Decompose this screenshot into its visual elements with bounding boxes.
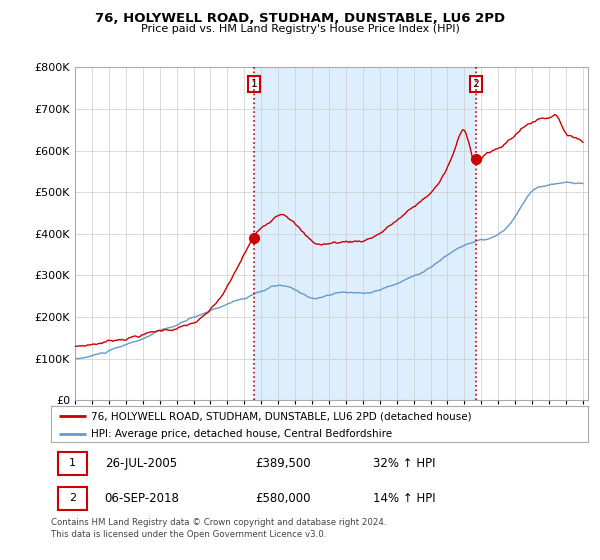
Text: 06-SEP-2018: 06-SEP-2018 bbox=[105, 492, 179, 505]
Text: Price paid vs. HM Land Registry's House Price Index (HPI): Price paid vs. HM Land Registry's House … bbox=[140, 24, 460, 34]
Bar bbox=[254, 67, 476, 400]
Text: Contains HM Land Registry data © Crown copyright and database right 2024.: Contains HM Land Registry data © Crown c… bbox=[51, 518, 386, 527]
Text: 32% ↑ HPI: 32% ↑ HPI bbox=[373, 457, 436, 470]
Text: £580,000: £580,000 bbox=[255, 492, 311, 505]
Text: 2: 2 bbox=[473, 79, 479, 89]
FancyBboxPatch shape bbox=[58, 452, 87, 475]
FancyBboxPatch shape bbox=[58, 487, 87, 510]
Text: 1: 1 bbox=[251, 79, 257, 89]
Text: 76, HOLYWELL ROAD, STUDHAM, DUNSTABLE, LU6 2PD (detached house): 76, HOLYWELL ROAD, STUDHAM, DUNSTABLE, L… bbox=[91, 411, 472, 421]
Text: 76, HOLYWELL ROAD, STUDHAM, DUNSTABLE, LU6 2PD: 76, HOLYWELL ROAD, STUDHAM, DUNSTABLE, L… bbox=[95, 12, 505, 25]
Text: 14% ↑ HPI: 14% ↑ HPI bbox=[373, 492, 436, 505]
Text: 1: 1 bbox=[69, 459, 76, 468]
Text: HPI: Average price, detached house, Central Bedfordshire: HPI: Average price, detached house, Cent… bbox=[91, 430, 392, 440]
Text: 26-JUL-2005: 26-JUL-2005 bbox=[105, 457, 177, 470]
Text: 2: 2 bbox=[69, 493, 76, 503]
Text: £389,500: £389,500 bbox=[255, 457, 311, 470]
Text: This data is licensed under the Open Government Licence v3.0.: This data is licensed under the Open Gov… bbox=[51, 530, 326, 539]
